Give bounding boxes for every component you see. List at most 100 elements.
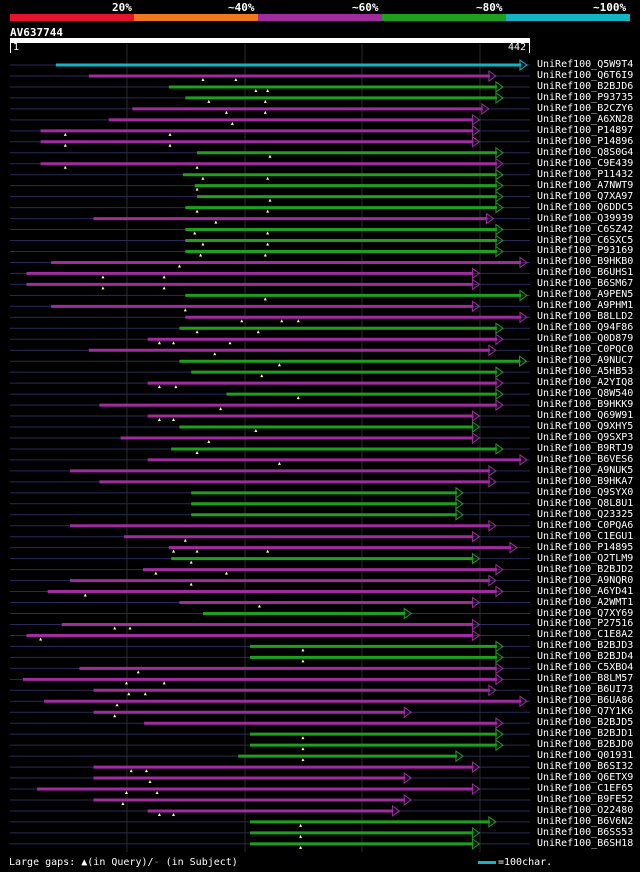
query-gap-marker bbox=[277, 363, 281, 367]
hit-label[interactable]: UniRef100_B2BJD6 bbox=[537, 80, 634, 92]
hit-label[interactable]: UniRef100_A9PHM1 bbox=[537, 300, 634, 312]
hit-end-arrow bbox=[403, 772, 413, 785]
hit-label[interactable]: UniRef100_B6SM67 bbox=[537, 278, 634, 290]
hit-label[interactable]: UniRef100_Q9XHY5 bbox=[537, 421, 634, 432]
query-start-tick bbox=[10, 42, 11, 53]
hit-label[interactable]: UniRef100_P27516 bbox=[537, 618, 634, 630]
hit-label[interactable]: UniRef100_C6SZ42 bbox=[537, 223, 634, 235]
query-gap-marker bbox=[263, 99, 267, 103]
hit-label[interactable]: UniRef100_Q01931 bbox=[537, 750, 634, 762]
hit-label[interactable]: UniRef100_A5HB53 bbox=[537, 366, 634, 378]
hit-label[interactable]: UniRef100_B2BJD1 bbox=[537, 728, 634, 740]
hit-label[interactable]: UniRef100_P14895 bbox=[537, 541, 634, 553]
hit-label[interactable]: UniRef100_Q7Y1K6 bbox=[537, 706, 634, 718]
query-gap-marker bbox=[157, 812, 161, 816]
hit-end-arrow bbox=[471, 267, 481, 280]
hit-label[interactable]: UniRef100_B6V6N2 bbox=[537, 815, 634, 827]
hit-end-arrow bbox=[495, 673, 504, 686]
hit-label[interactable]: UniRef100_A2YIQ8 bbox=[537, 377, 634, 389]
hit-label[interactable]: UniRef100_O22480 bbox=[537, 804, 634, 816]
hit-end-arrow bbox=[495, 717, 504, 730]
hit-label[interactable]: UniRef100_B9HKK9 bbox=[537, 399, 634, 411]
query-gap-marker bbox=[219, 407, 223, 411]
hit-label[interactable]: UniRef100_B6SH18 bbox=[537, 837, 634, 849]
hit-label[interactable]: UniRef100_Q7XY69 bbox=[537, 607, 634, 619]
hit-label[interactable]: UniRef100_B9RTJ9 bbox=[537, 442, 634, 454]
hit-label[interactable]: UniRef100_Q9SXP3 bbox=[537, 431, 634, 443]
hit-label[interactable]: UniRef100_P93169 bbox=[537, 245, 634, 257]
query-gap-marker bbox=[254, 429, 258, 433]
hit-label[interactable]: UniRef100_B2BJD5 bbox=[537, 717, 634, 729]
hit-label[interactable]: UniRef100_C0PQA6 bbox=[537, 519, 634, 531]
scale-segment-20 bbox=[10, 14, 134, 21]
query-gap-marker bbox=[136, 670, 140, 674]
hit-label[interactable]: UniRef100_C1EF65 bbox=[537, 783, 634, 795]
hit-label[interactable]: UniRef100_Q39939 bbox=[537, 212, 634, 224]
hit-label[interactable]: UniRef100_B6SS53 bbox=[537, 826, 634, 838]
query-gap-marker bbox=[224, 571, 228, 575]
hit-label[interactable]: UniRef100_Q6T6I9 bbox=[537, 69, 634, 81]
hit-end-arrow bbox=[488, 815, 497, 828]
hit-label[interactable]: UniRef100_A7NWT9 bbox=[537, 179, 634, 191]
hit-label[interactable]: UniRef100_C6SXC5 bbox=[537, 234, 634, 246]
query-gap-marker bbox=[207, 99, 211, 103]
hit-label[interactable]: UniRef100_B9HKB0 bbox=[537, 256, 634, 268]
hit-label[interactable]: UniRef100_C1E8A2 bbox=[537, 629, 634, 641]
hit-label[interactable]: UniRef100_Q8S0G4 bbox=[537, 146, 634, 158]
hit-label[interactable]: UniRef100_Q0D879 bbox=[537, 333, 634, 345]
hit-label[interactable]: UniRef100_B9FE52 bbox=[537, 793, 634, 805]
hit-label[interactable]: UniRef100_Q5W9T4 bbox=[537, 59, 634, 70]
hit-label[interactable]: UniRef100_B2BJD3 bbox=[537, 640, 634, 652]
hit-label[interactable]: UniRef100_C9E439 bbox=[537, 157, 634, 169]
hit-label[interactable]: UniRef100_Q69W91 bbox=[537, 410, 634, 422]
hit-label[interactable]: UniRef100_C1EGU1 bbox=[537, 530, 634, 542]
hit-label[interactable]: UniRef100_Q9SYX0 bbox=[537, 486, 634, 498]
hit-label[interactable]: UniRef100_Q6ETX9 bbox=[537, 772, 634, 784]
query-gap-marker bbox=[277, 461, 281, 465]
hit-label[interactable]: UniRef100_A9NQR0 bbox=[537, 574, 634, 586]
hit-label[interactable]: UniRef100_Q94F86 bbox=[537, 322, 634, 334]
hit-label[interactable]: UniRef100_P14896 bbox=[537, 135, 634, 147]
hit-end-arrow bbox=[509, 541, 518, 554]
hit-label[interactable]: UniRef100_A6XN28 bbox=[537, 113, 634, 125]
hit-end-arrow bbox=[519, 256, 528, 269]
query-gap-marker bbox=[63, 132, 67, 136]
hit-label[interactable]: UniRef100_B6UI73 bbox=[537, 684, 634, 696]
hit-label[interactable]: UniRef100_Q7XA97 bbox=[537, 190, 634, 202]
hit-label[interactable]: UniRef100_A6YD41 bbox=[537, 585, 634, 597]
hit-label[interactable]: UniRef100_A9PEN5 bbox=[537, 289, 634, 301]
hit-end-arrow bbox=[471, 837, 481, 850]
hit-label[interactable]: UniRef100_A2WMT1 bbox=[537, 596, 634, 608]
hit-label[interactable]: UniRef100_B6SI32 bbox=[537, 761, 634, 773]
hit-label[interactable]: UniRef100_Q6DDC5 bbox=[537, 201, 634, 213]
query-gap-marker bbox=[83, 593, 87, 597]
hit-label[interactable]: UniRef100_C0PQC0 bbox=[537, 344, 634, 356]
query-gap-marker bbox=[201, 242, 205, 246]
hit-label[interactable]: UniRef100_A9NUC7 bbox=[537, 355, 634, 367]
hit-label[interactable]: UniRef100_B6UA86 bbox=[537, 695, 634, 707]
hit-label[interactable]: UniRef100_P14897 bbox=[537, 124, 634, 136]
hit-label[interactable]: UniRef100_B8LM57 bbox=[537, 673, 634, 685]
hit-label[interactable]: UniRef100_B6VES6 bbox=[537, 453, 634, 465]
hit-label[interactable]: UniRef100_P11432 bbox=[537, 168, 634, 180]
hit-end-arrow bbox=[519, 695, 528, 708]
query-gap-marker bbox=[195, 209, 199, 213]
legend-prefix: Large gaps: bbox=[9, 857, 82, 868]
hit-label[interactable]: UniRef100_Q23325 bbox=[537, 508, 634, 520]
hit-label[interactable]: UniRef100_Q8L8U1 bbox=[537, 497, 634, 509]
query-gap-marker bbox=[299, 834, 303, 838]
hit-label[interactable]: UniRef100_Q2TLM9 bbox=[537, 552, 634, 564]
hit-label[interactable]: UniRef100_B6UHS1 bbox=[537, 267, 634, 279]
hit-label[interactable]: UniRef100_C5XBO4 bbox=[537, 662, 634, 674]
hit-label[interactable]: UniRef100_B2BJD4 bbox=[537, 651, 634, 663]
hit-label[interactable]: UniRef100_Q8W540 bbox=[537, 388, 634, 400]
hit-label[interactable]: UniRef100_B2CZY6 bbox=[537, 102, 634, 114]
hit-label[interactable]: UniRef100_B8LLD2 bbox=[537, 311, 634, 323]
hit-label[interactable]: UniRef100_B2BJD0 bbox=[537, 739, 634, 751]
hit-end-arrow bbox=[471, 421, 481, 433]
hit-label[interactable]: UniRef100_B2BJD2 bbox=[537, 563, 634, 575]
query-gap-marker bbox=[195, 165, 199, 169]
hit-label[interactable]: UniRef100_P93735 bbox=[537, 91, 634, 103]
hit-label[interactable]: UniRef100_A9NUK5 bbox=[537, 464, 634, 476]
hit-label[interactable]: UniRef100_B9HKA7 bbox=[537, 475, 634, 487]
